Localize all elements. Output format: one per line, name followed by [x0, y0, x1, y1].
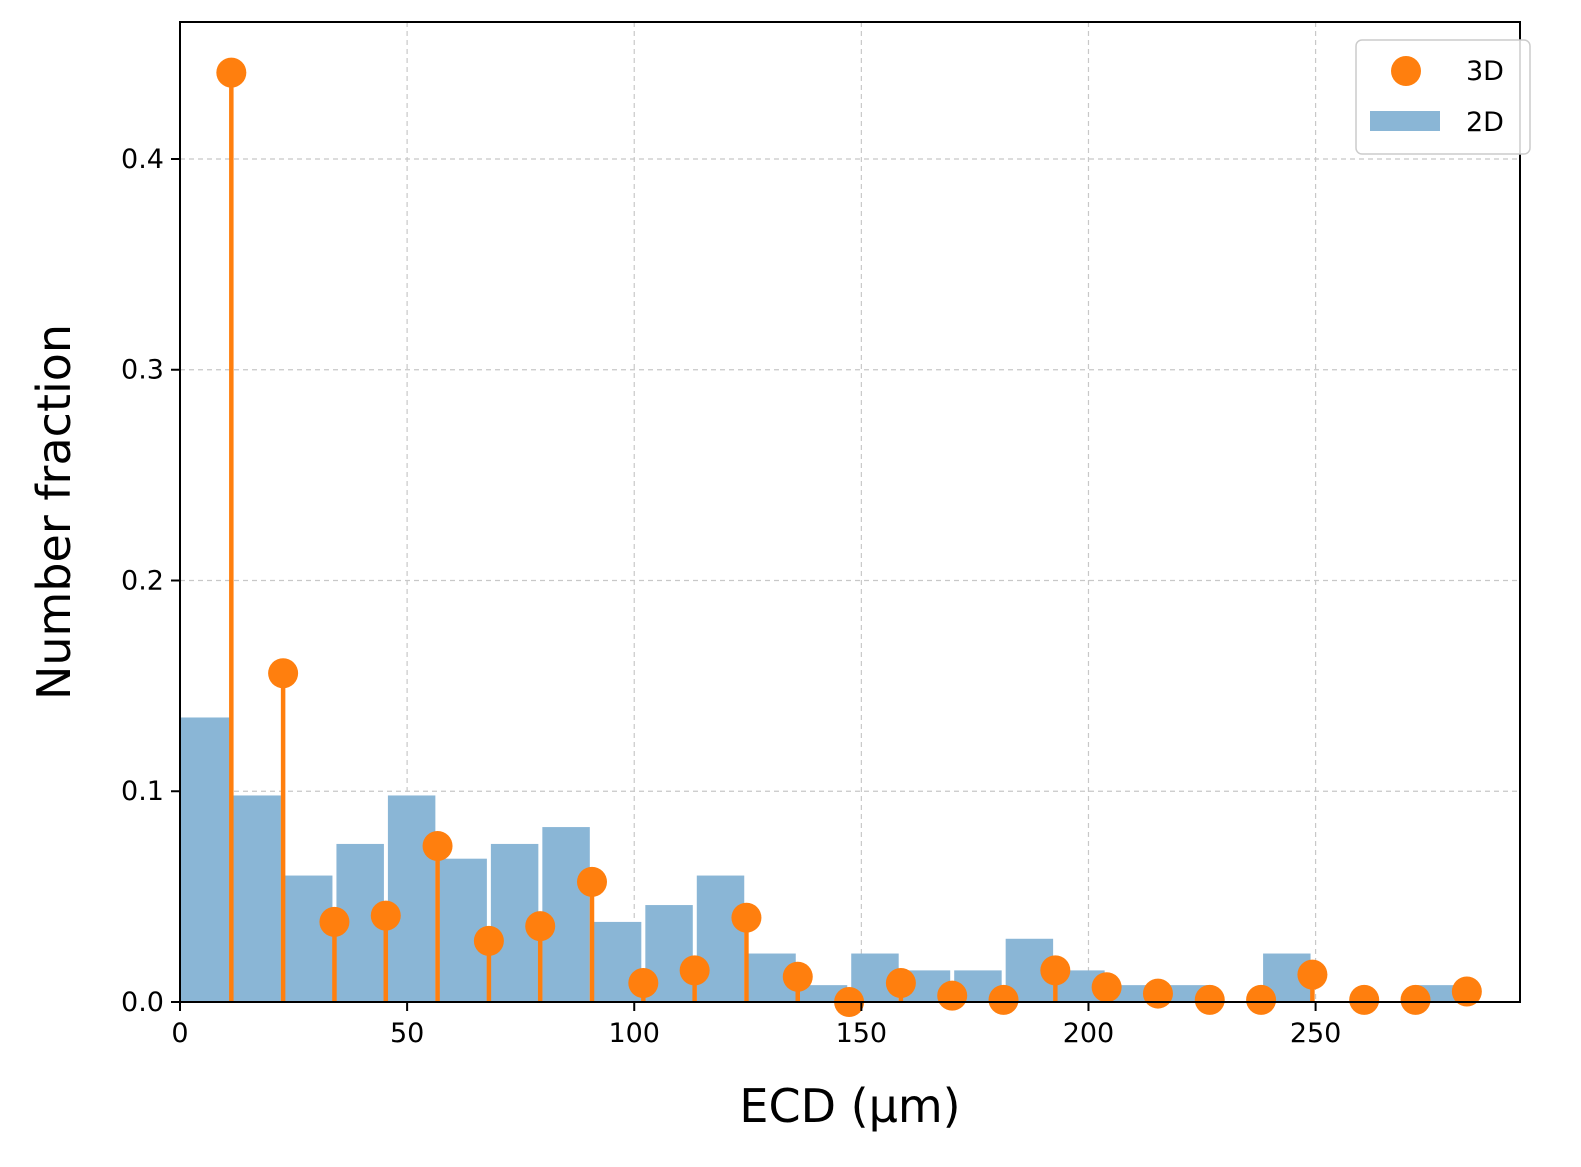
bar-2d: [387, 795, 436, 1002]
point-3d: [1246, 984, 1277, 1015]
plot-frame: [179, 21, 1521, 1003]
y-tick-label: 0.3: [121, 355, 164, 386]
point-3d: [319, 906, 350, 937]
stems-3d-layer: [216, 57, 1482, 1017]
point-3d: [268, 658, 299, 689]
bar-2d: [542, 827, 590, 1002]
point-3d: [1142, 978, 1173, 1009]
bar-2d: [696, 875, 745, 1002]
x-axis-label: ECD (μm): [739, 1079, 960, 1133]
point-3d: [1194, 984, 1225, 1015]
x-tick-label: 150: [836, 1018, 888, 1049]
legend-label-2d: 2D: [1466, 107, 1504, 138]
point-3d: [1040, 955, 1071, 986]
y-tick-label: 0.2: [121, 565, 164, 596]
x-tick-label: 50: [390, 1018, 424, 1049]
point-3d: [370, 900, 401, 931]
point-3d: [1400, 984, 1431, 1015]
y-axis-label: Number fraction: [27, 324, 81, 700]
legend: 3D 2D: [1355, 39, 1531, 155]
bars-2d-layer: [180, 717, 1465, 1002]
point-3d: [1091, 972, 1122, 1003]
ticks-layer: 0 50 100 150 200 250 0.0 0.1 0.2 0.3 0.4: [121, 144, 1341, 1049]
point-3d: [1297, 959, 1328, 990]
point-3d: [576, 866, 607, 897]
bar-2d: [284, 875, 333, 1002]
legend-label-3d: 3D: [1466, 56, 1504, 87]
bar-2d: [233, 795, 281, 1002]
point-3d: [782, 961, 813, 992]
y-tick-label: 0.1: [121, 776, 164, 807]
x-tick-label: 250: [1290, 1018, 1342, 1049]
point-3d: [988, 984, 1019, 1015]
x-tick-label: 200: [1063, 1018, 1115, 1049]
grid-layer: [180, 22, 1520, 1002]
point-3d: [731, 902, 762, 933]
x-tick-label: 100: [608, 1018, 660, 1049]
point-3d: [422, 831, 453, 862]
y-tick-label: 0.4: [121, 144, 164, 175]
point-3d: [885, 968, 916, 999]
x-tick-label: 0: [171, 1018, 188, 1049]
point-3d: [628, 968, 659, 999]
bar-2d: [180, 717, 230, 1002]
point-3d: [473, 925, 504, 956]
point-3d: [1349, 984, 1380, 1015]
legend-marker-2d: [1370, 111, 1440, 131]
y-tick-label: 0.0: [121, 987, 164, 1018]
point-3d: [679, 955, 710, 986]
point-3d: [216, 57, 247, 88]
legend-marker-3d: [1391, 56, 1421, 86]
point-3d: [1451, 976, 1482, 1007]
point-3d: [525, 911, 556, 942]
point-3d: [937, 980, 968, 1011]
